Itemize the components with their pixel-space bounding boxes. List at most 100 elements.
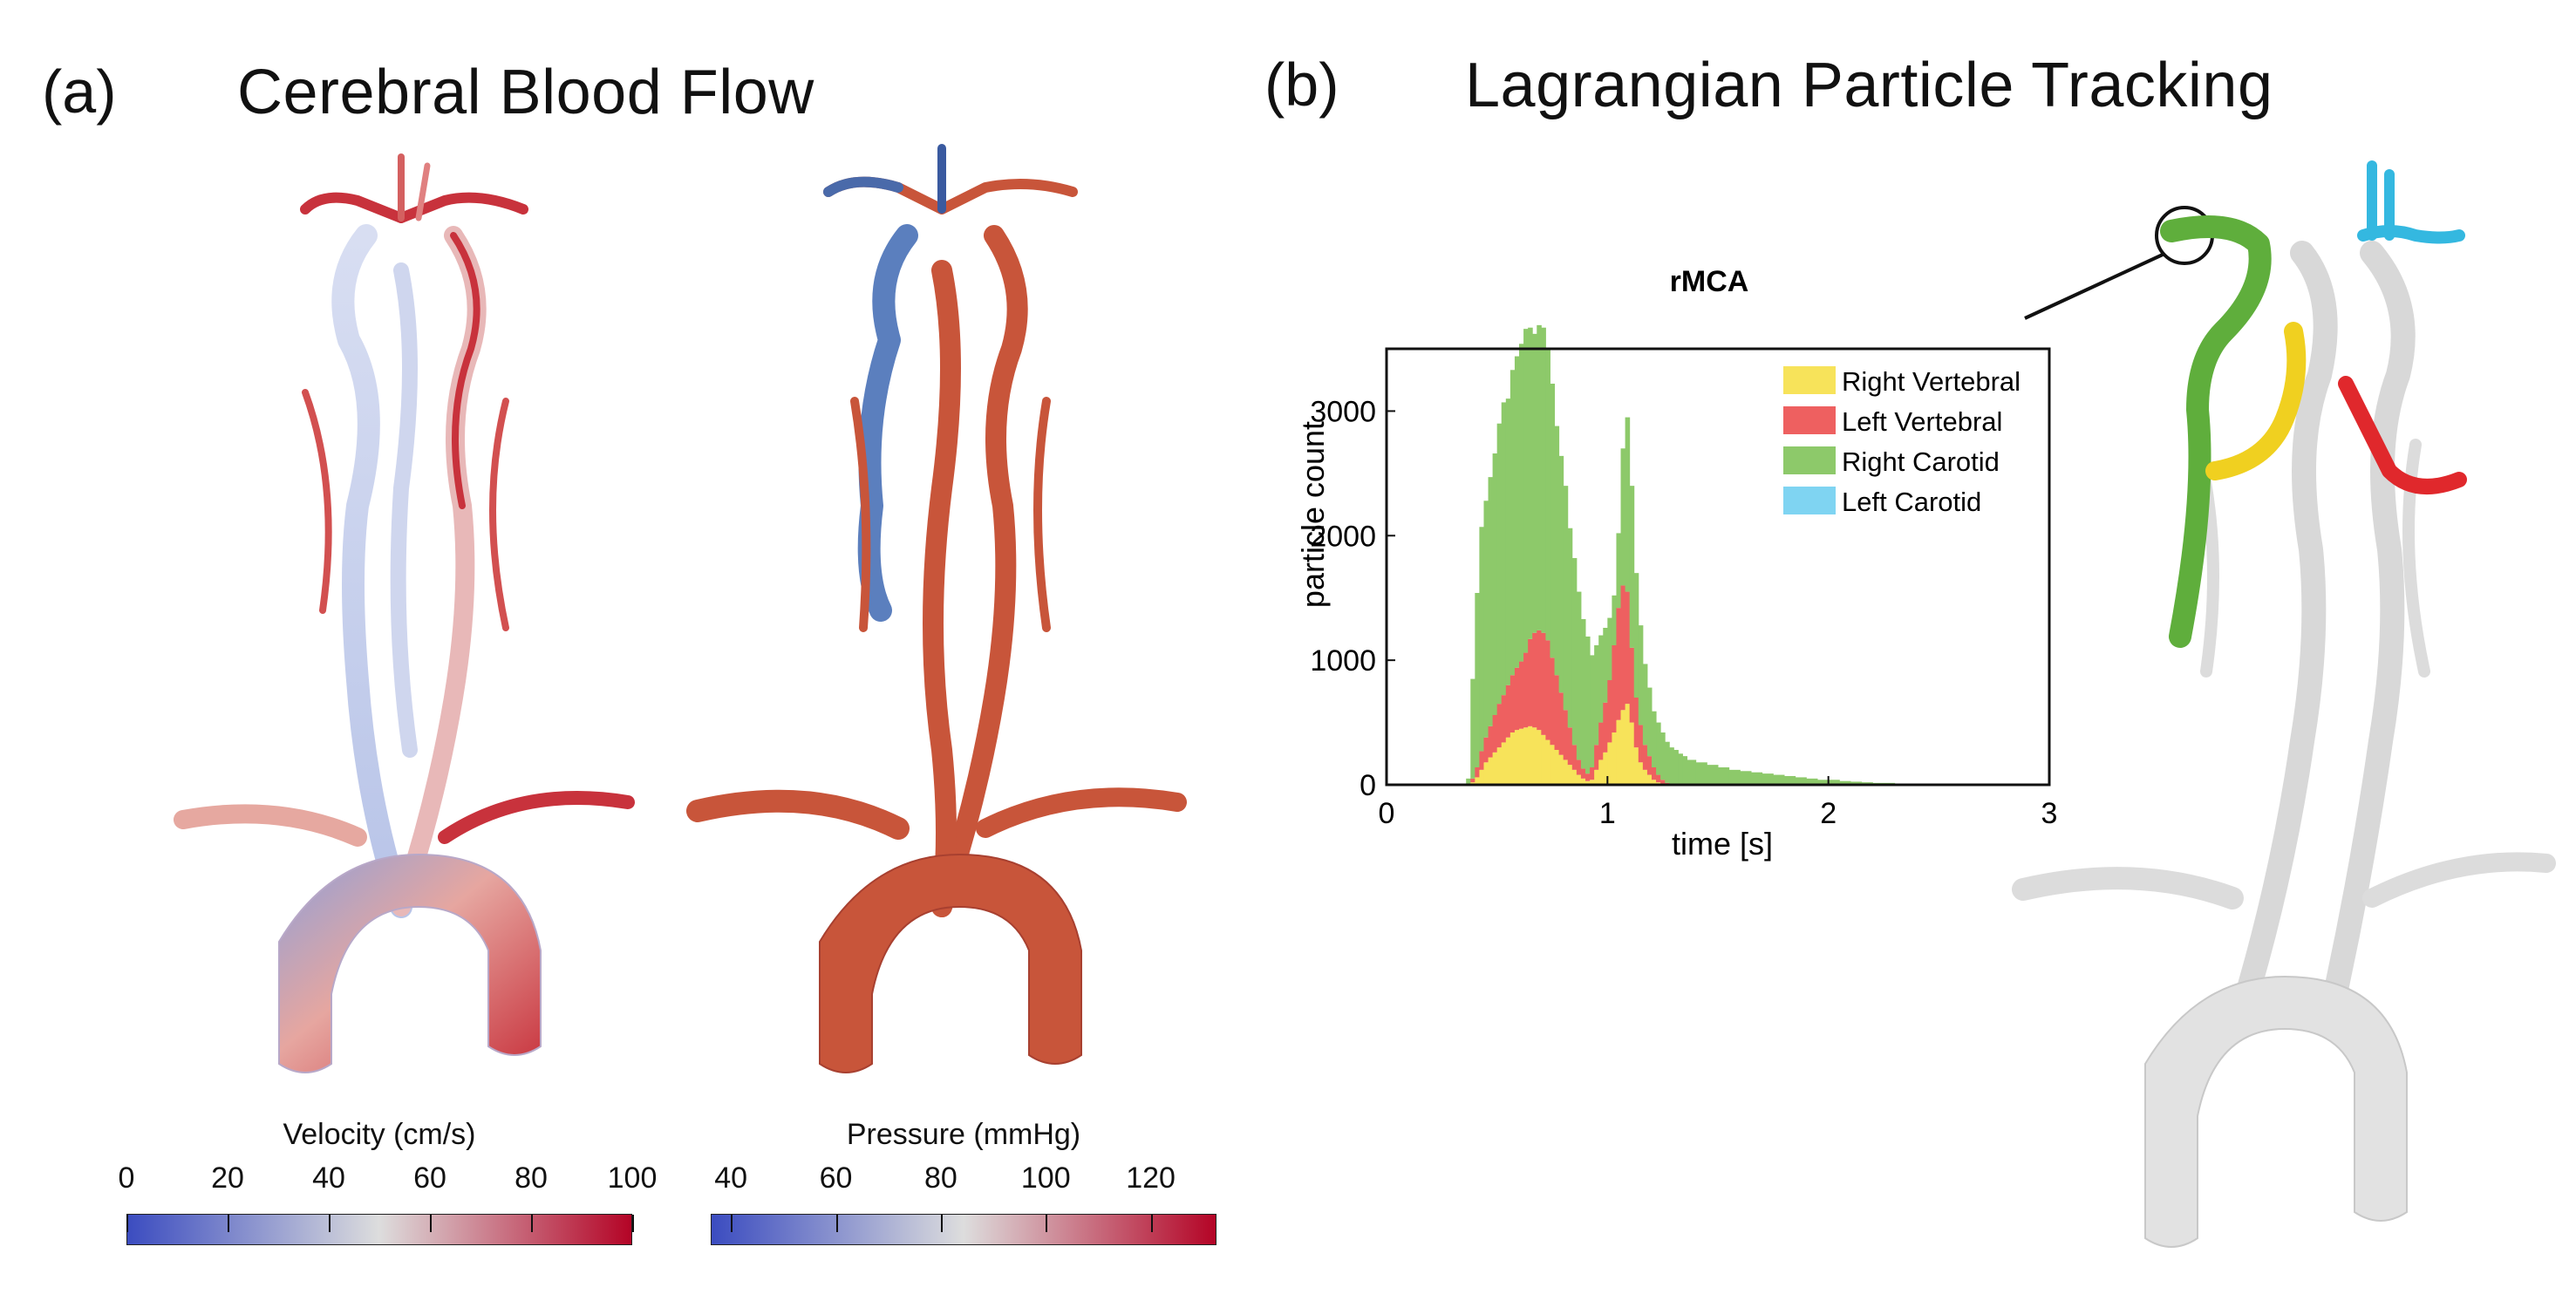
- bar-right-carotid: [1496, 423, 1503, 705]
- bar-right-carotid: [1519, 344, 1524, 662]
- velocity-tick-mark: [228, 1215, 229, 1232]
- bar-right-carotid: [1598, 635, 1604, 723]
- bar-right-carotid: [1594, 645, 1599, 746]
- bar-right-carotid: [1795, 777, 1807, 785]
- bar-right-vertebral: [1541, 734, 1546, 785]
- bar-right-carotid: [1475, 593, 1480, 767]
- bar-left-vertebral: [1550, 657, 1556, 746]
- bar-left-vertebral: [1488, 725, 1494, 758]
- bar-right-carotid: [1633, 573, 1639, 698]
- bar-left-vertebral: [1571, 745, 1578, 770]
- pressure-vessel-model: [686, 144, 1187, 1073]
- x-tick-label: 2: [1820, 797, 1837, 830]
- velocity-tick-mark: [531, 1215, 533, 1232]
- pressure-tick-label: 60: [819, 1161, 853, 1195]
- bar-right-carotid: [1550, 384, 1556, 658]
- bar-right-vertebral: [1509, 732, 1516, 785]
- bar-left-vertebral: [1652, 767, 1657, 780]
- legend-swatch: [1783, 487, 1836, 514]
- bar-left-vertebral: [1554, 675, 1560, 750]
- bar-right-vertebral: [1585, 780, 1591, 785]
- bar-right-carotid: [1850, 781, 1863, 785]
- bar-right-vertebral: [1633, 747, 1639, 785]
- bar-right-vertebral: [1612, 732, 1617, 785]
- bar-right-vertebral: [1545, 739, 1550, 785]
- bar-right-carotid: [1839, 780, 1851, 785]
- pressure-tick-mark: [1150, 1215, 1153, 1232]
- bar-right-carotid: [1603, 628, 1608, 703]
- bar-right-carotid: [1728, 769, 1741, 785]
- bar-right-carotid: [1483, 501, 1489, 738]
- bar-left-vertebral: [1625, 591, 1631, 705]
- bar-left-vertebral: [1576, 759, 1582, 775]
- bar-right-vertebral: [1638, 762, 1644, 785]
- bar-right-carotid: [1638, 625, 1644, 725]
- bar-left-vertebral: [1528, 638, 1533, 726]
- x-tick-label: 0: [1379, 797, 1395, 830]
- bar-left-vertebral: [1616, 608, 1622, 720]
- y-tick-label: 0: [1360, 769, 1376, 802]
- pressure-colorbar-label: Pressure (mmHg): [846, 1118, 1081, 1151]
- bar-right-carotid: [1532, 333, 1537, 633]
- bar-left-vertebral: [1598, 722, 1604, 760]
- velocity-tick-label: 0: [118, 1161, 135, 1195]
- legend-swatch: [1783, 366, 1836, 394]
- bar-right-carotid: [1828, 780, 1840, 785]
- bar-left-vertebral: [1563, 710, 1569, 760]
- bar-right-vertebral: [1488, 757, 1494, 785]
- legend-label: Right Carotid: [1842, 446, 2000, 477]
- bar-right-vertebral: [1528, 725, 1533, 785]
- bar-right-carotid: [1620, 448, 1626, 586]
- bar-right-carotid: [1567, 528, 1573, 728]
- bar-right-vertebral: [1501, 742, 1507, 785]
- bar-right-vertebral: [1496, 747, 1503, 785]
- panel-b-title: Lagrangian Particle Tracking: [1465, 51, 2273, 120]
- chart-frame: [1385, 347, 2051, 787]
- chart-ylabel: particle count: [1295, 421, 1331, 608]
- bar-right-carotid: [1492, 453, 1498, 715]
- bar-right-vertebral: [1576, 774, 1582, 785]
- bar-right-carotid: [1541, 327, 1546, 633]
- bar-right-carotid: [1762, 773, 1774, 785]
- bar-right-vertebral: [1532, 727, 1537, 785]
- bar-right-carotid: [1479, 527, 1484, 752]
- velocity-tick-label: 100: [607, 1161, 658, 1195]
- bar-left-vertebral: [1603, 702, 1608, 753]
- bar-right-carotid: [1616, 533, 1622, 609]
- panel-a-title: Cerebral Blood Flow: [237, 58, 814, 127]
- pressure-colorbar-ticks: 40 60 80 100 120: [711, 1161, 1216, 1196]
- bar-left-vertebral: [1483, 737, 1489, 763]
- bar-right-carotid: [1642, 664, 1648, 746]
- bar-right-carotid: [1687, 759, 1697, 785]
- bar-right-carotid: [1646, 687, 1653, 757]
- bar-right-vertebral: [1537, 730, 1542, 785]
- bar-right-carotid: [1545, 347, 1550, 641]
- bar-left-vertebral: [1545, 640, 1550, 740]
- panel-a-letter: (a): [42, 58, 117, 126]
- bar-right-carotid: [1537, 324, 1542, 630]
- bar-right-carotid: [1470, 678, 1475, 779]
- velocity-tick-mark: [430, 1215, 432, 1232]
- bar-right-vertebral: [1550, 745, 1556, 785]
- bar-right-carotid: [1773, 774, 1785, 785]
- bar-left-vertebral: [1633, 698, 1639, 748]
- pressure-tick-label: 40: [714, 1161, 748, 1195]
- bar-right-carotid: [1571, 558, 1578, 746]
- bar-right-vertebral: [1652, 780, 1657, 785]
- legend-label: Right Vertebral: [1842, 366, 2021, 397]
- bar-right-carotid: [1501, 402, 1507, 696]
- legend-swatch: [1783, 446, 1836, 474]
- pressure-tick-label: 120: [1126, 1161, 1176, 1195]
- bar-right-vertebral: [1616, 719, 1622, 785]
- bar-right-vertebral: [1646, 774, 1653, 785]
- velocity-vessel-model: [174, 153, 635, 1073]
- pressure-tick-label: 100: [1020, 1161, 1071, 1195]
- bar-left-vertebral: [1541, 632, 1546, 735]
- bar-right-carotid: [1528, 327, 1533, 639]
- bar-left-vertebral: [1523, 652, 1529, 728]
- bar-left-vertebral: [1590, 767, 1595, 780]
- bar-left-vertebral: [1470, 778, 1475, 783]
- bar-right-vertebral: [1620, 710, 1626, 785]
- velocity-tick-mark: [126, 1215, 128, 1232]
- y-tick-label: 2000: [1310, 520, 1376, 553]
